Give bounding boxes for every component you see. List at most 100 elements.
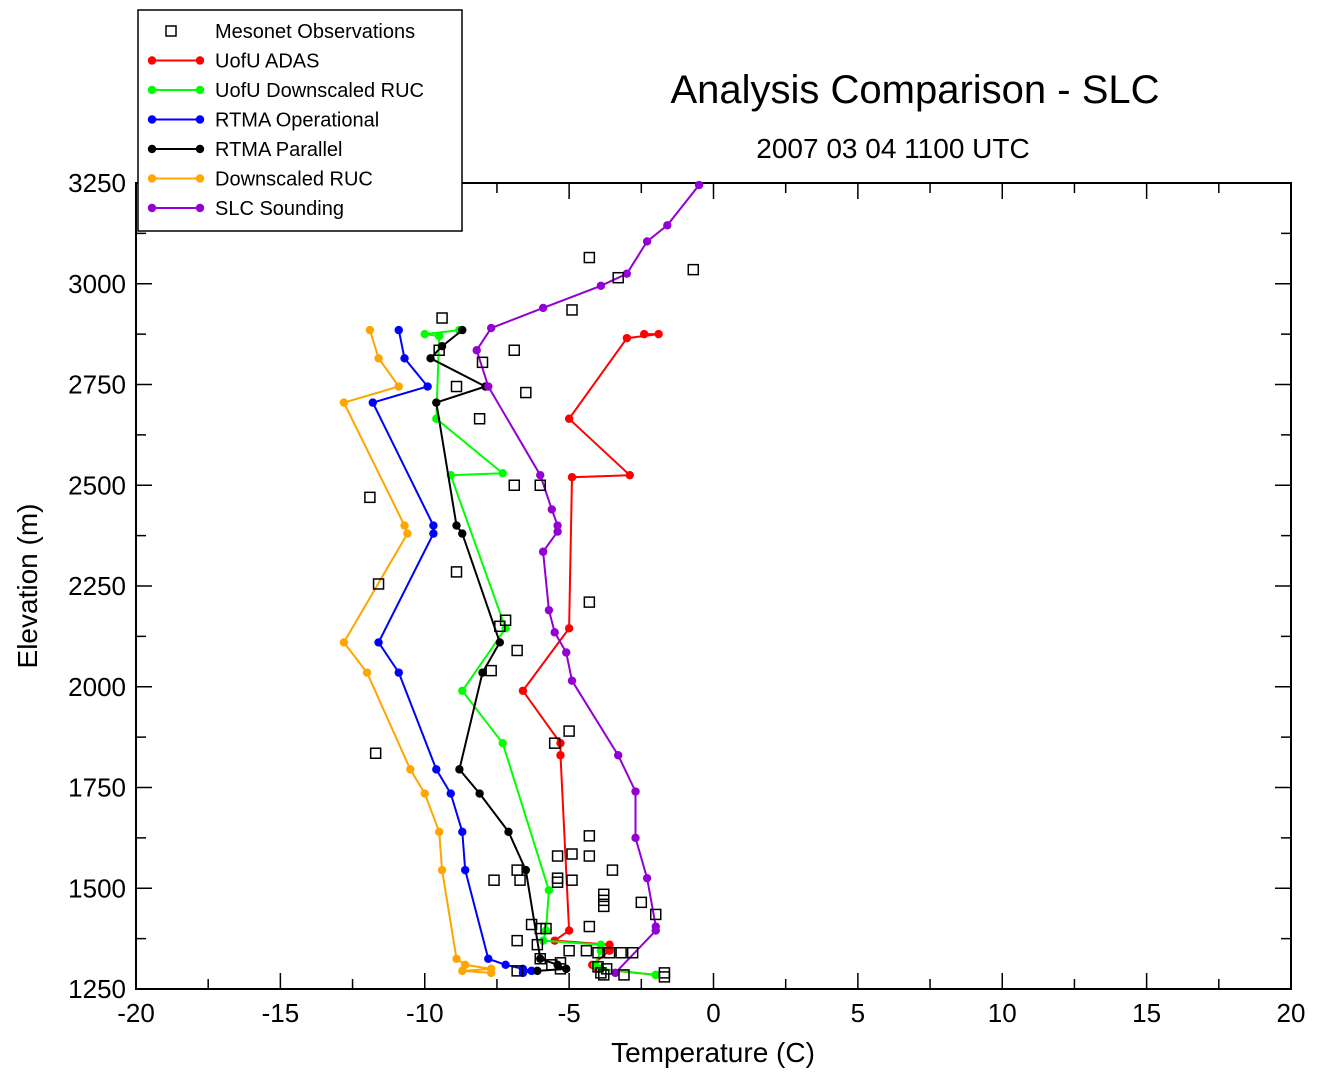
observation-point bbox=[566, 874, 578, 886]
series-uofu-downscaled-ruc bbox=[420, 325, 660, 980]
series-point-uofu-adas bbox=[518, 686, 528, 695]
legend-item: SLC Sounding bbox=[147, 198, 344, 220]
observation-point bbox=[551, 876, 564, 888]
observation-point bbox=[534, 922, 546, 935]
legend-marker bbox=[165, 25, 177, 37]
x-tick-label: -10 bbox=[406, 998, 444, 1028]
series-point-slc-sounding bbox=[622, 269, 632, 278]
legend-label: SLC Sounding bbox=[215, 198, 344, 220]
x-axis-label: Temperature (C) bbox=[611, 1037, 815, 1068]
observation-point bbox=[488, 874, 500, 886]
legend-item: Mesonet Observations bbox=[165, 21, 415, 43]
series-point-slc-sounding bbox=[486, 323, 496, 333]
series-point-slc-sounding bbox=[663, 221, 672, 230]
series-point-uofu-downscaled-ruc bbox=[501, 624, 510, 633]
series-point-downscaled-ruc bbox=[406, 765, 415, 774]
series-point-downscaled-ruc bbox=[339, 638, 349, 647]
observation-point bbox=[436, 312, 448, 324]
series-point-uofu-adas bbox=[622, 333, 632, 343]
observation-point bbox=[583, 850, 596, 862]
y-tick-label: 1250 bbox=[68, 974, 126, 1004]
observation-point bbox=[615, 946, 627, 959]
x-tick-label: 5 bbox=[851, 998, 865, 1028]
series-point-rtma-parallel bbox=[562, 964, 571, 974]
legend-label: Downscaled RUC bbox=[215, 169, 373, 191]
legend-marker bbox=[195, 203, 205, 213]
chart-subtitle: 2007 03 04 1100 UTC bbox=[756, 133, 1029, 164]
legend-marker bbox=[195, 85, 205, 95]
series-point-slc-sounding bbox=[484, 382, 493, 391]
legend: Mesonet Observations UofU ADAS UofU Downsc… bbox=[137, 9, 463, 232]
series-point-rtma-operational bbox=[374, 638, 383, 647]
observation-point bbox=[658, 971, 671, 983]
series-point-downscaled-ruc bbox=[437, 865, 447, 875]
series-point-uofu-adas bbox=[564, 926, 574, 935]
observation-point bbox=[534, 953, 546, 965]
series-point-rtma-parallel bbox=[475, 789, 484, 798]
observation-point bbox=[473, 413, 486, 425]
series-point-rtma-operational bbox=[394, 668, 403, 677]
series-point-uofu-downscaled-ruc bbox=[651, 970, 660, 980]
series-point-rtma-parallel bbox=[458, 529, 467, 538]
series-point-slc-sounding bbox=[631, 787, 640, 796]
legend-item: UofU ADAS bbox=[147, 51, 319, 73]
legend-item: UofU Downscaled RUC bbox=[147, 80, 424, 102]
observation-point bbox=[650, 908, 662, 921]
series-point-downscaled-ruc bbox=[452, 954, 461, 963]
series-point-uofu-adas bbox=[625, 470, 634, 480]
observation-point bbox=[508, 344, 521, 356]
series-point-downscaled-ruc bbox=[400, 521, 409, 530]
series-point-uofu-adas bbox=[564, 624, 574, 633]
observation-point bbox=[595, 967, 607, 979]
x-tick-label: 10 bbox=[988, 998, 1017, 1028]
observation-point bbox=[485, 664, 497, 677]
series-point-rtma-parallel bbox=[452, 521, 461, 530]
series-point-downscaled-ruc bbox=[394, 382, 403, 391]
series-point-slc-sounding bbox=[562, 648, 571, 657]
y-tick-label: 2750 bbox=[68, 370, 126, 400]
series-point-slc-sounding bbox=[631, 833, 640, 843]
series-point-slc-sounding bbox=[694, 180, 704, 190]
series-point-rtma-parallel bbox=[458, 325, 467, 335]
observation-point bbox=[606, 864, 619, 876]
legend-item: RTMA Operational bbox=[147, 110, 379, 132]
chart-title: Analysis Comparison - SLC bbox=[670, 68, 1159, 112]
observation-point bbox=[687, 263, 700, 276]
observation-point bbox=[511, 644, 523, 657]
observation-point bbox=[635, 896, 648, 909]
observation-point bbox=[554, 957, 567, 969]
y-tick-label: 3250 bbox=[68, 168, 126, 198]
series-point-rtma-operational bbox=[429, 529, 438, 538]
observation-point bbox=[520, 386, 532, 399]
series-uofu-adas bbox=[518, 329, 663, 980]
observation-point bbox=[566, 848, 578, 860]
series-point-uofu-adas bbox=[654, 329, 663, 339]
legend-label: UofU ADAS bbox=[215, 51, 319, 73]
y-axis: 1250 1500 1750 2000 2250 2500 2750 3000 3250 bbox=[68, 168, 1291, 1004]
x-tick-label: -20 bbox=[117, 998, 155, 1028]
series-line-uofu-adas bbox=[521, 333, 659, 976]
legend-marker bbox=[195, 144, 205, 154]
series-point-uofu-adas bbox=[605, 946, 614, 955]
series-point-slc-sounding bbox=[547, 505, 556, 514]
series-point-rtma-operational bbox=[458, 827, 467, 837]
series-point-slc-sounding bbox=[553, 527, 562, 536]
series-point-downscaled-ruc bbox=[365, 325, 375, 335]
series-point-rtma-operational bbox=[423, 382, 432, 391]
legend-marker bbox=[147, 115, 157, 124]
legend-marker bbox=[195, 174, 205, 183]
series-point-rtma-parallel bbox=[478, 668, 487, 677]
series-point-uofu-downscaled-ruc bbox=[596, 940, 606, 949]
legend-marker bbox=[195, 115, 205, 124]
observation-point bbox=[476, 356, 489, 369]
observation-point bbox=[514, 874, 526, 886]
series-point-rtma-operational bbox=[432, 765, 441, 774]
series-point-uofu-downscaled-ruc bbox=[538, 936, 548, 945]
series-point-downscaled-ruc bbox=[458, 966, 467, 976]
observation-point bbox=[598, 894, 610, 907]
series-point-slc-sounding bbox=[536, 470, 545, 480]
observation-point bbox=[563, 725, 575, 737]
series-line-slc-sounding bbox=[475, 184, 700, 974]
observation-point bbox=[592, 961, 604, 973]
series-point-slc-sounding bbox=[472, 346, 481, 355]
